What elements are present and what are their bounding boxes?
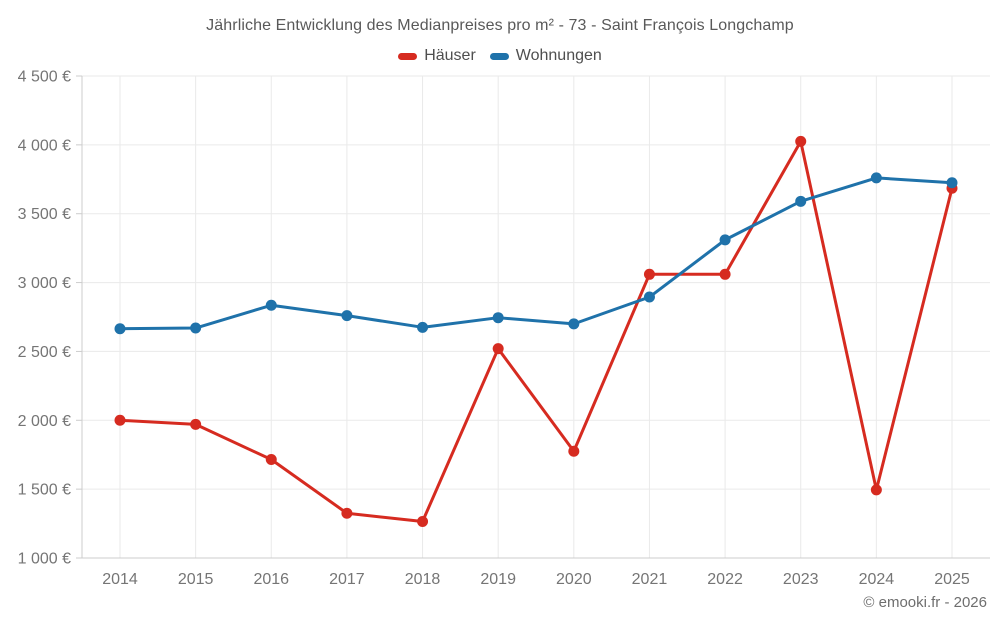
x-tick-label: 2016 — [253, 571, 289, 588]
data-point-haeuser-2022[interactable] — [719, 268, 731, 280]
x-tick-label: 2021 — [632, 571, 668, 588]
x-tick-label: 2023 — [783, 571, 819, 588]
chart-title: Jährliche Entwicklung des Medianpreises … — [206, 17, 794, 34]
x-tick-label: 2014 — [102, 571, 138, 588]
data-point-haeuser-2019[interactable] — [492, 343, 504, 355]
copyright-footer: © emooki.fr - 2026 — [863, 594, 987, 611]
data-point-wohnungen-2021[interactable] — [643, 291, 655, 303]
x-tick-label: 2024 — [859, 571, 895, 588]
y-tick-label: 1 000 € — [18, 551, 71, 568]
data-point-haeuser-2021[interactable] — [643, 268, 655, 280]
data-point-haeuser-2018[interactable] — [417, 516, 429, 528]
data-point-wohnungen-2014[interactable] — [114, 323, 126, 335]
data-point-wohnungen-2023[interactable] — [795, 195, 807, 207]
y-tick-label: 2 500 € — [18, 344, 71, 361]
y-tick-label: 4 000 € — [18, 137, 71, 154]
y-tick-label: 3 500 € — [18, 206, 71, 223]
data-point-wohnungen-2015[interactable] — [190, 322, 202, 334]
x-tick-label: 2018 — [405, 571, 441, 588]
haeuser-series-swatch-icon — [398, 52, 418, 60]
x-tick-label: 2019 — [480, 571, 516, 588]
series-line-haeuser — [118, 139, 954, 524]
data-point-haeuser-2014[interactable] — [114, 414, 126, 426]
data-point-haeuser-2020[interactable] — [568, 445, 580, 457]
wohnungen-legend-label: Wohnungen — [515, 47, 602, 64]
y-tick-label: 1 500 € — [18, 482, 71, 499]
y-tick-label: 4 500 € — [18, 69, 71, 86]
data-point-haeuser-2016[interactable] — [265, 454, 277, 466]
legend-item-haeuser[interactable]: Häuser — [398, 47, 476, 65]
data-point-wohnungen-2020[interactable] — [568, 318, 580, 330]
chart-legend: Häuser Wohnungen — [0, 47, 1000, 65]
series-line-wohnungen — [118, 176, 954, 331]
y-tick-label: 3 000 € — [18, 275, 71, 292]
x-tick-label: 2022 — [707, 571, 743, 588]
x-tick-label: 2020 — [556, 571, 592, 588]
legend-item-wohnungen[interactable]: Wohnungen — [489, 47, 602, 65]
haeuser-legend-label: Häuser — [424, 47, 476, 64]
y-tick-label: 2 000 € — [18, 413, 71, 430]
x-tick-label: 2025 — [934, 571, 970, 588]
data-point-haeuser-2017[interactable] — [341, 507, 353, 519]
data-point-wohnungen-2016[interactable] — [265, 299, 277, 311]
x-tick-label: 2017 — [329, 571, 365, 588]
data-point-wohnungen-2022[interactable] — [719, 234, 731, 246]
x-tick-label: 2015 — [178, 571, 214, 588]
data-point-wohnungen-2019[interactable] — [492, 312, 504, 324]
data-point-wohnungen-2025[interactable] — [946, 177, 958, 189]
data-point-wohnungen-2024[interactable] — [870, 172, 882, 184]
data-point-haeuser-2024[interactable] — [870, 484, 882, 496]
data-point-wohnungen-2017[interactable] — [341, 310, 353, 322]
data-point-wohnungen-2018[interactable] — [417, 321, 429, 333]
data-point-haeuser-2023[interactable] — [795, 135, 807, 147]
data-point-haeuser-2015[interactable] — [190, 418, 202, 430]
wohnungen-series-swatch-icon — [489, 52, 509, 60]
